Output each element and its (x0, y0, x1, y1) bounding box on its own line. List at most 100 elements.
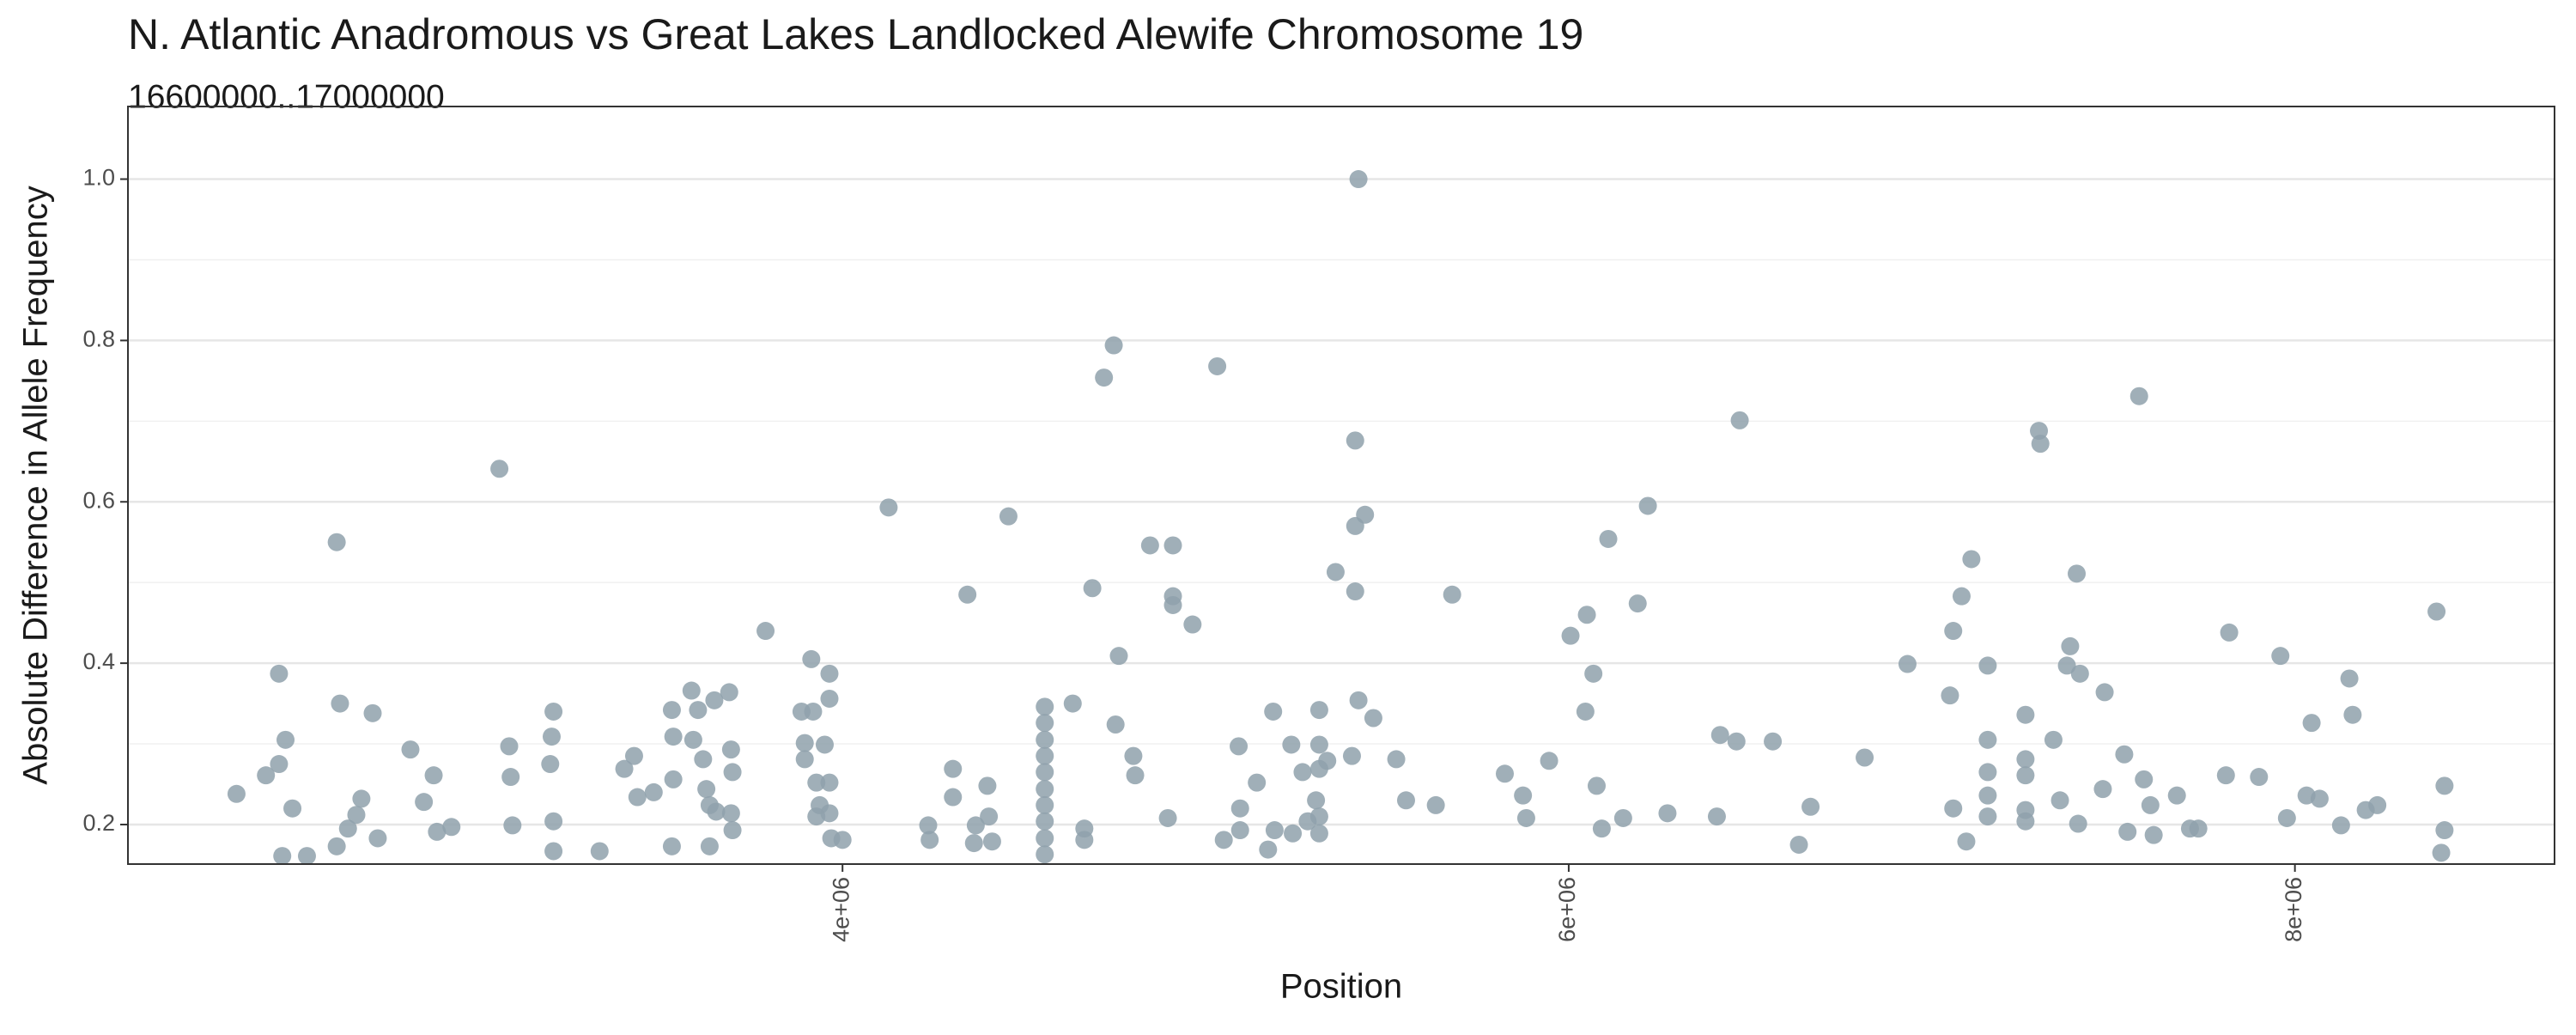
point (815, 735, 834, 754)
point (2129, 387, 2148, 405)
point (331, 694, 349, 713)
point (1109, 647, 1128, 666)
point (490, 460, 509, 478)
point (1230, 737, 1249, 756)
point (721, 740, 740, 759)
x-tick-label: 8e+06 (2281, 877, 2306, 942)
point (1036, 795, 1054, 814)
point (2016, 750, 2035, 769)
y-axis-label: Absolute Difference in Allele Frequency (17, 186, 55, 784)
point (1126, 766, 1145, 785)
point (2302, 714, 2321, 733)
point (664, 728, 683, 746)
point (428, 822, 447, 841)
point (2167, 786, 2186, 805)
point (1561, 626, 1580, 645)
point (1944, 622, 1963, 641)
point (2435, 821, 2454, 840)
point (2044, 730, 2063, 749)
point (689, 701, 708, 720)
point (1516, 808, 1535, 827)
point (804, 702, 823, 721)
point (1259, 840, 1278, 859)
point (1183, 615, 1202, 634)
x-axis-label: Position (1280, 968, 1402, 1006)
point (544, 812, 563, 831)
point (664, 770, 683, 788)
point (2216, 766, 2235, 785)
point (2271, 647, 2290, 666)
points (227, 170, 2454, 864)
point (1764, 732, 1783, 751)
point (273, 847, 292, 864)
point (615, 759, 634, 778)
point (257, 766, 276, 785)
point (807, 773, 826, 792)
point (1307, 791, 1326, 810)
chart-title: N. Atlantic Anadromous vs Great Lakes La… (128, 10, 1583, 58)
x-tick-label: 6e+06 (1554, 877, 1580, 942)
point (327, 533, 346, 551)
point (1036, 746, 1054, 765)
point (820, 689, 839, 708)
point (1577, 606, 1596, 624)
point (2070, 664, 2089, 683)
point (2061, 636, 2080, 655)
grid (128, 178, 2555, 826)
point (1063, 694, 1082, 713)
point (1592, 819, 1611, 838)
point (1349, 170, 1368, 189)
point (1036, 829, 1054, 848)
point (338, 819, 357, 838)
point (1496, 764, 1515, 783)
point (1264, 702, 1283, 721)
point (707, 802, 726, 821)
point (590, 842, 609, 861)
point (1727, 732, 1746, 751)
point (2016, 812, 2035, 831)
point (1576, 702, 1595, 721)
y-tick-label: 1.0 (82, 165, 115, 191)
point (1613, 808, 1632, 827)
point (1342, 746, 1361, 765)
point (1730, 411, 1749, 429)
point (544, 842, 563, 861)
point (327, 837, 346, 855)
y-tick-label: 0.8 (82, 326, 115, 352)
point (368, 829, 387, 848)
point (352, 789, 371, 808)
point (1163, 595, 1182, 614)
point (1230, 799, 1249, 818)
point (944, 759, 963, 778)
point (1083, 579, 1102, 598)
point (1587, 776, 1606, 795)
point (982, 832, 1001, 851)
point (2016, 705, 2035, 724)
point (697, 780, 716, 799)
point (700, 837, 719, 855)
point (795, 734, 814, 752)
point (2340, 669, 2359, 688)
point (662, 837, 681, 855)
point (2368, 795, 2387, 814)
point (820, 804, 839, 823)
point (1326, 563, 1345, 581)
y-tick-label: 0.2 (82, 810, 115, 836)
point (694, 750, 713, 769)
point (1978, 786, 1997, 805)
point (415, 793, 434, 812)
point (2115, 745, 2134, 764)
point (2118, 822, 2137, 841)
point (1293, 763, 1312, 782)
point (276, 730, 295, 749)
point (723, 763, 742, 782)
point (944, 788, 963, 807)
point (1309, 701, 1328, 720)
point (1036, 714, 1054, 733)
point (1214, 831, 1233, 849)
point (1248, 773, 1267, 792)
point (1952, 587, 1971, 606)
point (980, 807, 999, 826)
point (662, 701, 681, 720)
point (1106, 715, 1125, 734)
